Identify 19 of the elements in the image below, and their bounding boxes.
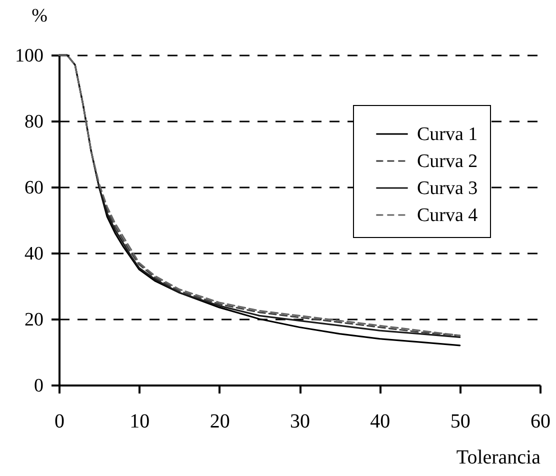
y-tick-label: 80	[24, 112, 44, 132]
x-tick-label: 50	[450, 410, 470, 432]
y-tick-label: 100	[15, 46, 44, 66]
y-tick-label: 0	[34, 376, 44, 396]
x-tick-label: 10	[130, 410, 150, 432]
x-tick-label: 0	[54, 410, 64, 432]
x-tick-label: 30	[290, 410, 310, 432]
legend-label: Curva 3	[417, 178, 478, 199]
x-tick-label: 20	[210, 410, 230, 432]
y-tick-label: 20	[24, 310, 44, 330]
x-axis-title: Tolerancia	[456, 446, 541, 468]
y-tick-label: 40	[24, 244, 44, 264]
legend-label: Curva 1	[417, 124, 478, 145]
legend-label: Curva 2	[417, 151, 478, 172]
x-tick-label: 60	[530, 410, 550, 432]
legend-label: Curva 4	[417, 205, 478, 226]
y-tick-label: 60	[24, 178, 44, 198]
x-tick-label: 40	[370, 410, 390, 432]
y-axis-title: %	[32, 6, 48, 26]
